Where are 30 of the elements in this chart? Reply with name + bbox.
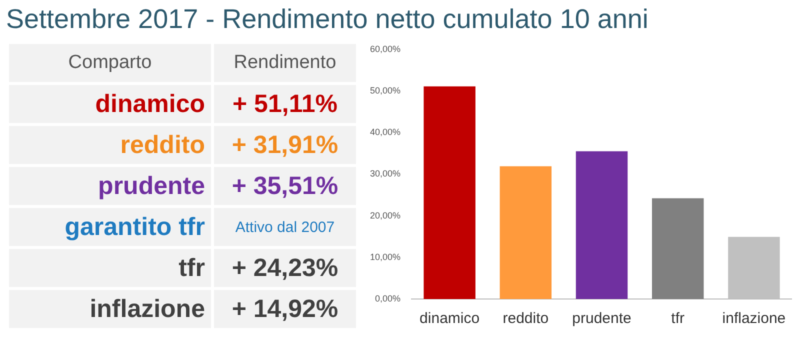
x-tick-label: reddito [502, 310, 549, 328]
bar [424, 86, 476, 299]
text: + 14,92% [212, 288, 358, 330]
text: + 35,51% [212, 166, 358, 206]
text: Settembre 2017 - Rendimento netto cumulato 10 anni [6, 4, 650, 35]
text: + 51,11% [212, 84, 358, 124]
y-tick-label: 60,00% [370, 44, 401, 54]
x-tick-label: inflazione [722, 310, 786, 328]
y-tick-label: 10,00% [370, 252, 401, 262]
text: Rendimento [212, 42, 358, 84]
x-tick-label: dinamico [420, 310, 480, 328]
text: Comparto [8, 42, 212, 84]
text: tfr [8, 248, 212, 288]
text: prudente [8, 166, 212, 206]
text: + 24,23% [212, 248, 358, 288]
y-tick-label: 0,00% [374, 293, 401, 304]
y-tick-label: 20,00% [370, 210, 401, 220]
bar [652, 198, 704, 299]
text: Attivo dal 2007 [212, 206, 358, 248]
bar [576, 151, 628, 299]
y-tick-label: 30,00% [370, 168, 401, 179]
text: + 31,91% [212, 124, 358, 166]
text: garantito tfr [8, 206, 212, 248]
x-tick-label: tfr [671, 310, 685, 328]
bar [500, 166, 552, 299]
y-tick-label: 50,00% [370, 85, 401, 96]
x-tick-label: prudente [572, 310, 632, 328]
text: dinamico [8, 84, 212, 124]
y-tick-label: 40,00% [370, 127, 401, 138]
text: reddito [8, 124, 212, 166]
